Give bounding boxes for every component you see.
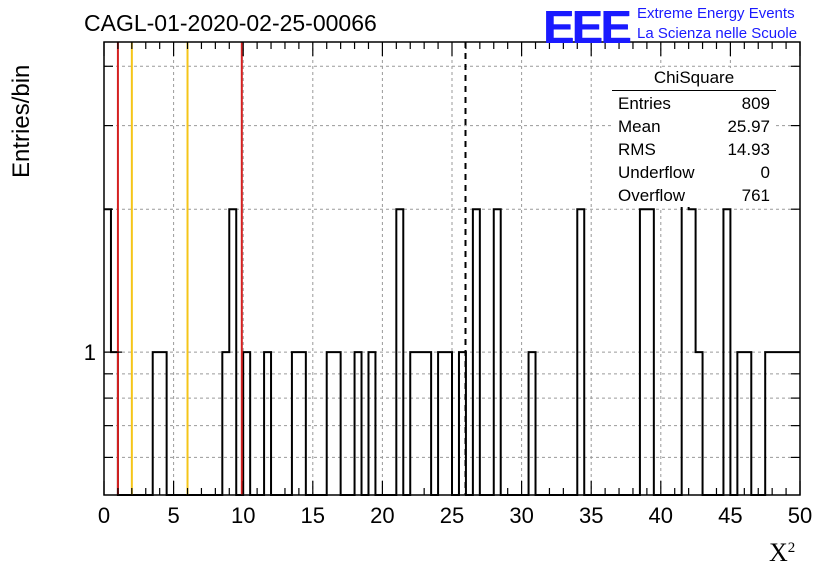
histogram-bin <box>424 352 431 495</box>
histogram-bin <box>577 209 584 495</box>
histogram-bin <box>292 352 299 495</box>
x-tick-label: 5 <box>167 503 179 528</box>
x-tick-label: 10 <box>231 503 255 528</box>
stats-box: ChiSquare Entries 809 Mean 25.97 RMS 14.… <box>612 68 776 207</box>
stats-row-overflow: Overflow 761 <box>612 184 776 207</box>
x-tick-label: 40 <box>649 503 673 528</box>
histogram-bin <box>438 352 445 495</box>
histogram-bin <box>445 352 452 495</box>
y-tick-label: 1 <box>84 340 96 365</box>
x-tick-label: 45 <box>718 503 742 528</box>
histogram-bin <box>243 352 250 495</box>
histogram-bin <box>473 209 480 495</box>
stats-row-mean: Mean 25.97 <box>612 115 776 138</box>
histogram-bin <box>264 352 271 495</box>
histogram-bin <box>334 352 341 495</box>
histogram-bin <box>737 352 744 495</box>
x-axis-label-superscript: 2 <box>787 540 796 556</box>
histogram-bin <box>723 209 730 495</box>
stats-row-rms: RMS 14.93 <box>612 138 776 161</box>
stats-label: Underflow <box>618 163 695 182</box>
histogram-bin <box>696 352 703 495</box>
stats-row-underflow: Underflow 0 <box>612 161 776 184</box>
histogram-bin <box>327 352 334 495</box>
histogram-bin <box>222 352 229 495</box>
stats-value: 25.97 <box>727 117 770 136</box>
histogram-bin <box>744 352 751 495</box>
histogram-bin <box>529 352 536 495</box>
stats-label: RMS <box>618 140 656 159</box>
stats-value: 14.93 <box>727 140 770 159</box>
histogram-bin <box>396 209 403 495</box>
x-tick-label: 50 <box>788 503 812 528</box>
histogram-bin <box>229 209 236 495</box>
stats-title: ChiSquare <box>612 68 776 91</box>
x-axis-label-main: X <box>769 538 788 567</box>
x-tick-label: 25 <box>440 503 464 528</box>
histogram-bin <box>647 209 654 495</box>
stats-row-entries: Entries 809 <box>612 92 776 115</box>
x-tick-label: 30 <box>509 503 533 528</box>
histogram-bin <box>640 209 647 495</box>
logo-line-extreme-energy-events: Extreme Energy Events <box>637 5 795 22</box>
stats-label: Overflow <box>618 186 686 205</box>
x-tick-label: 20 <box>370 503 394 528</box>
histogram-bin <box>494 209 501 495</box>
histogram-bin <box>368 352 375 495</box>
histogram-bin <box>153 352 160 495</box>
histogram-bin <box>355 352 362 495</box>
stats-value: 809 <box>741 94 770 113</box>
stats-label: Mean <box>618 117 661 136</box>
x-tick-label: 0 <box>98 503 110 528</box>
y-axis-label: Entries/bin <box>8 64 35 178</box>
histogram-bin <box>410 352 417 495</box>
histogram-bin <box>779 352 786 495</box>
histogram-bin <box>772 352 779 495</box>
histogram-bin <box>417 352 424 495</box>
logo-line-la-scienza: La Scienza nelle Scuole <box>637 25 798 42</box>
run-title: CAGL-01-2020-02-25-00066 <box>84 10 377 36</box>
x-tick-label: 15 <box>301 503 325 528</box>
histogram-bin <box>765 352 772 495</box>
histogram-bin <box>689 209 696 495</box>
stats-value: 0 <box>760 163 770 182</box>
stats-label: Entries <box>618 94 671 113</box>
x-axis-label: X2 <box>769 538 795 568</box>
x-tick-label: 35 <box>579 503 603 528</box>
histogram-bin <box>299 352 306 495</box>
eee-logo: EEE <box>543 1 631 53</box>
histogram-bin <box>160 352 167 495</box>
stats-value: 761 <box>741 186 770 205</box>
